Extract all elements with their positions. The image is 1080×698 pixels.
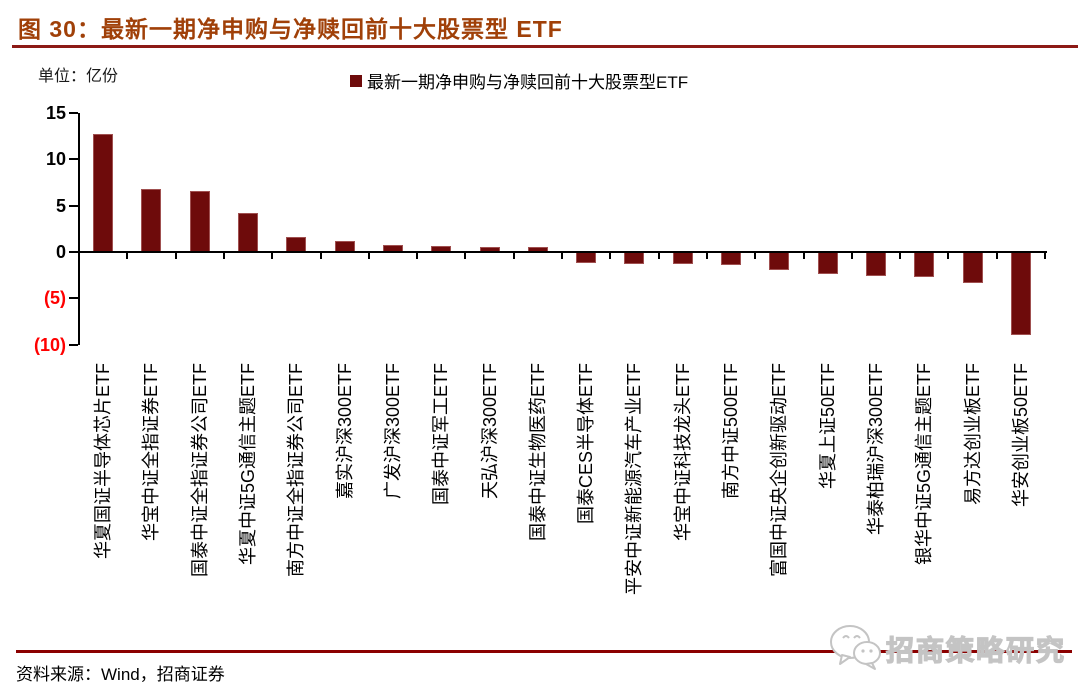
category-label-10: 国泰中证生物医药ETF <box>527 363 548 541</box>
bar-14 <box>721 252 742 265</box>
y-tick <box>69 251 78 253</box>
x-tick <box>561 253 563 259</box>
bar-19 <box>962 252 983 283</box>
category-label-15: 富国中证央企创新驱动ETF <box>769 363 790 577</box>
category-label-11: 国泰CES半导体ETF <box>576 363 597 525</box>
y-tick <box>69 343 78 346</box>
category-label-12: 平安中证新能源汽车产业ETF <box>624 363 645 595</box>
y-tick-label: (10) <box>33 334 66 355</box>
category-label-1: 华夏国证半导体芯片ETF <box>93 363 114 559</box>
x-tick <box>222 253 225 259</box>
category-label-9: 天弘沪深300ETF <box>479 363 500 500</box>
category-label-14: 南方中证500ETF <box>721 363 742 500</box>
y-tick <box>69 111 78 114</box>
x-axis-line <box>78 251 1047 253</box>
x-tick <box>174 253 177 259</box>
category-label-18: 银华中证5G通信主题ETF <box>914 363 935 566</box>
footer-rule <box>16 650 1072 653</box>
x-tick <box>802 253 805 259</box>
category-label-6: 嘉实沪深300ETF <box>334 363 355 500</box>
wechat-icon <box>828 622 882 677</box>
bar-15 <box>769 252 790 270</box>
watermark-text: 招商策略研究 <box>885 634 1067 666</box>
x-tick <box>464 253 467 259</box>
x-tick <box>416 253 419 259</box>
category-label-7: 广发沪深300ETF <box>382 363 403 500</box>
x-tick <box>271 253 274 259</box>
bar-3 <box>189 190 210 252</box>
x-tick <box>657 253 660 259</box>
category-label-16: 华夏上证50ETF <box>817 363 838 490</box>
y-tick-label: 10 <box>45 149 66 170</box>
y-tick-label: 5 <box>55 195 66 216</box>
unit-label: 单位：亿份 <box>38 68 119 85</box>
bar-20 <box>1010 252 1031 335</box>
bar-1 <box>93 134 114 252</box>
y-tick <box>69 204 78 207</box>
y-tick-label: 15 <box>45 102 66 123</box>
bar-16 <box>817 252 838 275</box>
x-tick <box>609 253 612 259</box>
x-tick <box>947 253 950 259</box>
category-label-20: 华安创业板50ETF <box>1010 363 1031 508</box>
legend-label: 最新一期净申购与净赎回前十大股票型ETF <box>367 73 689 92</box>
x-tick <box>367 253 370 259</box>
category-label-5: 南方中证全指证券公司ETF <box>286 363 307 577</box>
x-tick <box>705 253 708 259</box>
y-tick <box>69 297 78 300</box>
source-text: 资料来源：Wind，招商证券 <box>16 665 225 684</box>
bar-2 <box>141 188 162 252</box>
y-axis-line <box>78 113 80 345</box>
bar-13 <box>672 252 693 265</box>
x-tick <box>850 253 853 259</box>
category-label-13: 华宝中证科技龙头ETF <box>672 363 693 541</box>
x-tick <box>1044 253 1046 259</box>
x-tick <box>126 253 129 259</box>
header-rule <box>12 45 1078 48</box>
y-tick-label: (5) <box>44 288 66 309</box>
x-tick <box>995 253 998 259</box>
x-tick <box>754 253 757 259</box>
y-tick-label: 0 <box>55 242 66 262</box>
x-tick <box>319 253 322 259</box>
bar-12 <box>624 252 645 265</box>
category-label-3: 国泰中证全指证券公司ETF <box>189 363 210 577</box>
watermark: 招商策略研究 <box>828 620 1066 678</box>
category-label-2: 华宝中证全指证券ETF <box>141 363 162 541</box>
x-tick <box>512 253 515 259</box>
x-tick <box>899 253 902 259</box>
chart-legend: 最新一期净申购与净赎回前十大股票型ETF <box>350 68 688 93</box>
category-label-17: 华泰柏瑞沪深300ETF <box>865 363 886 536</box>
y-tick <box>69 158 78 161</box>
bar-17 <box>865 252 886 277</box>
bar-5 <box>286 237 307 252</box>
category-label-19: 易方达创业板ETF <box>962 363 983 505</box>
category-label-4: 华夏中证5G通信主题ETF <box>238 363 259 566</box>
x-tick <box>78 253 80 259</box>
category-label-8: 国泰中证军工ETF <box>431 363 452 505</box>
legend-swatch-icon <box>350 74 362 87</box>
bar-11 <box>576 252 597 264</box>
bar-4 <box>238 213 259 252</box>
bar-18 <box>914 252 935 278</box>
figure-title: 图 30：最新一期净申购与净赎回前十大股票型 ETF <box>18 16 563 42</box>
